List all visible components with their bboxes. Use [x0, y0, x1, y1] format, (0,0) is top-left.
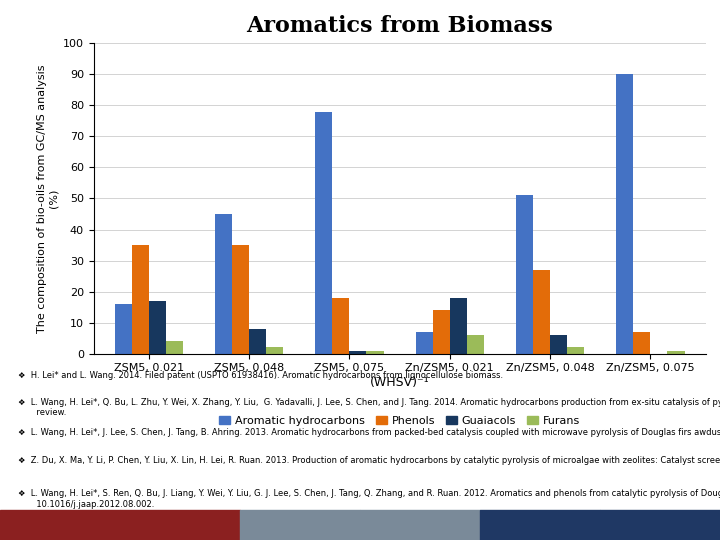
Text: ❖  L. Wang, H. Lei*, J. Lee, S. Chen, J. Tang, B. Ahring. 2013. Aromatic hydroca: ❖ L. Wang, H. Lei*, J. Lee, S. Chen, J. …: [18, 428, 720, 436]
Bar: [360, 510, 480, 540]
Bar: [450, 298, 467, 354]
Bar: [215, 214, 232, 354]
Bar: [567, 348, 584, 354]
Bar: [634, 332, 650, 354]
Text: ❖  H. Lei* and L. Wang. 2014. Filed patent (USPTO 61938416). Aromatic hydrocarbo: ❖ H. Lei* and L. Wang. 2014. Filed paten…: [18, 372, 503, 380]
Bar: [232, 245, 249, 354]
Title: Aromatics from Biomass: Aromatics from Biomass: [246, 15, 553, 37]
Bar: [533, 270, 550, 354]
Bar: [415, 332, 433, 354]
Bar: [616, 74, 634, 354]
Bar: [149, 301, 166, 354]
Bar: [315, 111, 333, 354]
Bar: [467, 335, 484, 354]
Bar: [600, 510, 720, 540]
Bar: [516, 195, 533, 354]
Bar: [333, 298, 349, 354]
Text: ❖  L. Wang, H. Lei*, S. Ren, Q. Bu, J. Liang, Y. Wei, Y. Liu, G. J. Lee, S. Chen: ❖ L. Wang, H. Lei*, S. Ren, Q. Bu, J. Li…: [18, 489, 720, 509]
Bar: [433, 310, 450, 354]
Legend: Aromatic hydrocarbons, Phenols, Guaiacols, Furans: Aromatic hydrocarbons, Phenols, Guaiacol…: [215, 411, 585, 430]
Bar: [550, 335, 567, 354]
Bar: [166, 341, 183, 354]
Y-axis label: The composition of bio-oils from GC/MS analysis
(%): The composition of bio-oils from GC/MS a…: [37, 64, 59, 333]
Bar: [266, 348, 283, 354]
Bar: [240, 510, 360, 540]
Bar: [132, 245, 149, 354]
Bar: [480, 510, 600, 540]
Text: ❖  L. Wang, H. Lei*, Q. Bu, L. Zhu, Y. Wei, X. Zhang, Y. Liu,  G. Yadavalli, J. : ❖ L. Wang, H. Lei*, Q. Bu, L. Zhu, Y. We…: [18, 398, 720, 417]
Text: ❖  Z. Du, X. Ma, Y. Li, P. Chen, Y. Liu, X. Lin, H. Lei, R. Ruan. 2013. Producti: ❖ Z. Du, X. Ma, Y. Li, P. Chen, Y. Liu, …: [18, 456, 720, 464]
Bar: [114, 304, 132, 354]
Bar: [366, 350, 384, 354]
Bar: [349, 350, 366, 354]
Bar: [0, 510, 120, 540]
X-axis label: (WHSV)⁻¹: (WHSV)⁻¹: [370, 376, 429, 389]
Bar: [667, 350, 685, 354]
Bar: [249, 329, 266, 354]
Bar: [120, 510, 240, 540]
